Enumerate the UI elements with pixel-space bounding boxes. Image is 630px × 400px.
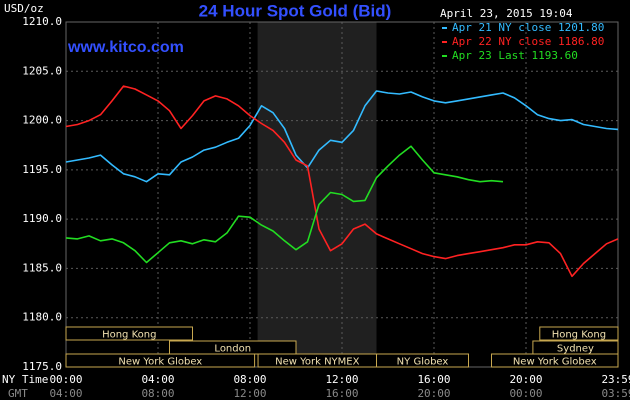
chart-title: 24 Hour Spot Gold (Bid) <box>199 1 392 20</box>
session-box <box>65 353 256 368</box>
y-tick-label: 1210.0 <box>22 15 62 28</box>
x-tick-label: 04:00 <box>141 373 174 386</box>
session-label: NY Globex <box>397 357 449 368</box>
session-label: New York Globex <box>513 357 597 368</box>
x2-axis-label: GMT <box>8 387 28 400</box>
y-axis-label: USD/oz <box>4 2 44 15</box>
timestamp: April 23, 2015 19:04 <box>440 7 573 20</box>
legend-swatch <box>442 41 447 43</box>
session-label: New York NYMEX <box>275 357 360 368</box>
legend-entry: Apr 22 NY close 1186.80 <box>452 35 604 48</box>
x2-tick-label: 04:00 <box>49 387 82 400</box>
x-tick-label: 08:00 <box>233 373 266 386</box>
y-tick-label: 1205.0 <box>22 64 62 77</box>
y-tick-label: 1180.0 <box>22 311 62 324</box>
session-box <box>65 326 193 341</box>
price-line <box>65 145 504 264</box>
x-tick-label: 20:00 <box>509 373 542 386</box>
legend-swatch <box>442 27 447 29</box>
session-box <box>539 326 619 341</box>
session-label: New York Globex <box>118 357 202 368</box>
session-label: Hong Kong <box>552 330 606 341</box>
x2-tick-label: 20:00 <box>417 387 450 400</box>
session-box <box>491 353 619 368</box>
y-tick-label: 1190.0 <box>22 212 62 225</box>
session-label: Hong Kong <box>102 330 156 341</box>
x2-tick-label: 03:59 <box>601 387 630 400</box>
x-tick-label: 23:59 <box>601 373 630 386</box>
x-tick-label: 00:00 <box>49 373 82 386</box>
x-tick-label: 16:00 <box>417 373 450 386</box>
y-tick-label: 1200.0 <box>22 114 62 127</box>
y-tick-label: 1195.0 <box>22 163 62 176</box>
site-url: www.kitco.com <box>67 39 184 56</box>
shaded-range <box>257 22 377 367</box>
session-label: Sydney <box>557 344 594 355</box>
legend-entry: Apr 21 NY close 1201.80 <box>452 21 604 34</box>
y-tick-label: 1175.0 <box>22 360 62 373</box>
x2-tick-label: 08:00 <box>141 387 174 400</box>
y-tick-label: 1185.0 <box>22 261 62 274</box>
legend-swatch <box>442 55 447 57</box>
x2-tick-label: 00:00 <box>509 387 542 400</box>
session-label: London <box>214 344 251 355</box>
x-axis-label: NY Time <box>2 373 48 386</box>
price-line <box>65 85 619 278</box>
x2-tick-label: 12:00 <box>233 387 266 400</box>
x-tick-label: 12:00 <box>325 373 358 386</box>
legend-entry: Apr 23 Last 1193.60 <box>452 49 578 62</box>
x2-tick-label: 16:00 <box>325 387 358 400</box>
price-line <box>65 90 619 183</box>
session-box <box>376 353 469 368</box>
